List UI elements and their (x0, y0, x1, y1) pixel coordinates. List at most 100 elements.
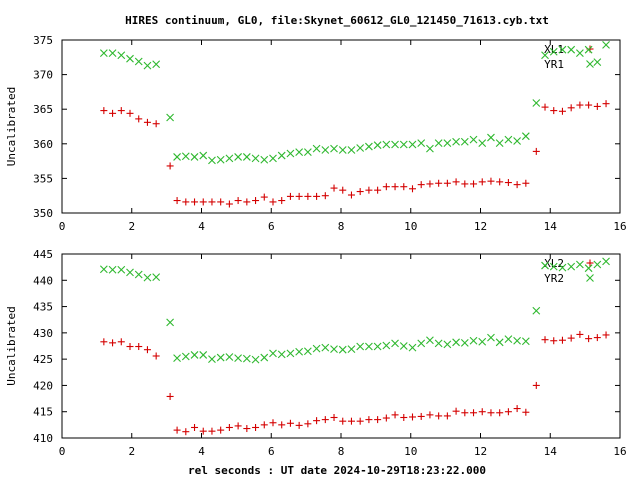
data-point-b (143, 61, 152, 70)
x-tick-label: 0 (59, 445, 66, 458)
data-point (461, 409, 469, 417)
data-point-b (495, 139, 504, 147)
x-tick-label: 2 (128, 445, 135, 458)
data-point (593, 334, 601, 342)
data-point-b (242, 354, 251, 363)
data-point-b (408, 140, 417, 149)
data-point (181, 352, 190, 361)
data-point-b (199, 151, 208, 160)
y-tick-label: 415 (33, 406, 53, 419)
data-point (550, 337, 558, 345)
data-point (347, 345, 356, 354)
data-point-b (487, 333, 495, 342)
plot-frame-1 (61, 39, 621, 214)
legend-label-YR1: YR1 (544, 58, 564, 71)
data-point-b (567, 262, 576, 271)
data-point (435, 179, 443, 187)
data-point (452, 137, 460, 146)
y-tick-label: 425 (33, 353, 53, 366)
data-point (426, 180, 434, 188)
data-point-b (321, 343, 330, 352)
data-point (417, 339, 426, 348)
data-point (166, 392, 174, 400)
x-tick-label: 4 (198, 220, 205, 233)
data-point (532, 99, 541, 107)
data-point-b (338, 146, 347, 154)
y-axis-label: Uncalibrated (5, 87, 18, 166)
data-point (321, 416, 329, 424)
data-point (522, 179, 530, 187)
data-point (260, 421, 268, 429)
data-point-b (504, 335, 513, 344)
data-point (260, 155, 269, 164)
series-XL2 (100, 330, 610, 436)
data-point (408, 413, 416, 421)
data-point-b (152, 60, 161, 69)
data-point (549, 262, 558, 271)
legend-marker-YR2 (586, 274, 594, 282)
data-point (135, 115, 143, 123)
x-axis-label: rel seconds : UT date 2024-10-29T18:23:2… (188, 464, 486, 477)
data-point (143, 61, 152, 70)
data-point-b (260, 353, 269, 362)
data-point (521, 132, 530, 141)
data-point (356, 144, 365, 152)
data-point (417, 181, 425, 189)
x-tick-label: 6 (268, 220, 275, 233)
data-point-b (117, 265, 126, 274)
data-point (152, 120, 160, 128)
data-point (182, 428, 190, 436)
data-point (225, 154, 234, 163)
data-point-b (495, 338, 504, 347)
data-point (295, 347, 304, 356)
data-point (330, 413, 338, 421)
data-point-b (521, 337, 530, 346)
data-point-b (532, 99, 541, 107)
data-point-b (478, 337, 487, 346)
data-point (143, 273, 152, 282)
data-point (417, 139, 426, 147)
data-point (312, 344, 321, 353)
data-point (278, 421, 286, 429)
data-point (152, 273, 161, 282)
x-tick-label: 14 (544, 445, 558, 458)
data-point (216, 155, 225, 164)
data-point (208, 355, 216, 364)
y-tick-label: 430 (33, 327, 53, 340)
data-point (487, 133, 495, 142)
data-point (443, 179, 451, 187)
data-point-b (347, 345, 356, 354)
data-point (584, 264, 593, 273)
x-tick-label: 16 (613, 220, 626, 233)
data-point-b (303, 148, 312, 156)
data-point-b (251, 154, 260, 163)
data-point (269, 419, 277, 427)
data-point (330, 184, 338, 192)
y-tick-label: 375 (33, 34, 53, 47)
data-point-b (166, 113, 175, 122)
data-point-b (99, 49, 108, 58)
data-point-b (117, 51, 126, 60)
data-point (117, 338, 125, 346)
data-point (143, 346, 151, 354)
data-point (260, 193, 268, 201)
data-point (478, 139, 487, 147)
data-point-b (134, 57, 143, 66)
data-point-b (312, 144, 321, 153)
data-point (182, 198, 190, 206)
y-tick-label: 435 (33, 301, 53, 314)
data-point (374, 416, 382, 424)
data-point (108, 49, 117, 58)
data-point (277, 350, 286, 359)
data-point (338, 146, 347, 154)
legend-marker-YR1-b (586, 60, 594, 68)
data-point (513, 336, 522, 345)
data-point (567, 104, 575, 112)
y-tick-label: 360 (33, 138, 53, 151)
data-point-b (391, 140, 399, 149)
chart-panel-2: 0 2 4 6 8 10 12 14 16 410 415 420 425 430 435 440 445 Unc… (5, 248, 627, 458)
data-point-b (460, 137, 469, 146)
data-point (399, 342, 408, 350)
data-point-b (382, 140, 391, 149)
data-point-b (478, 139, 487, 147)
